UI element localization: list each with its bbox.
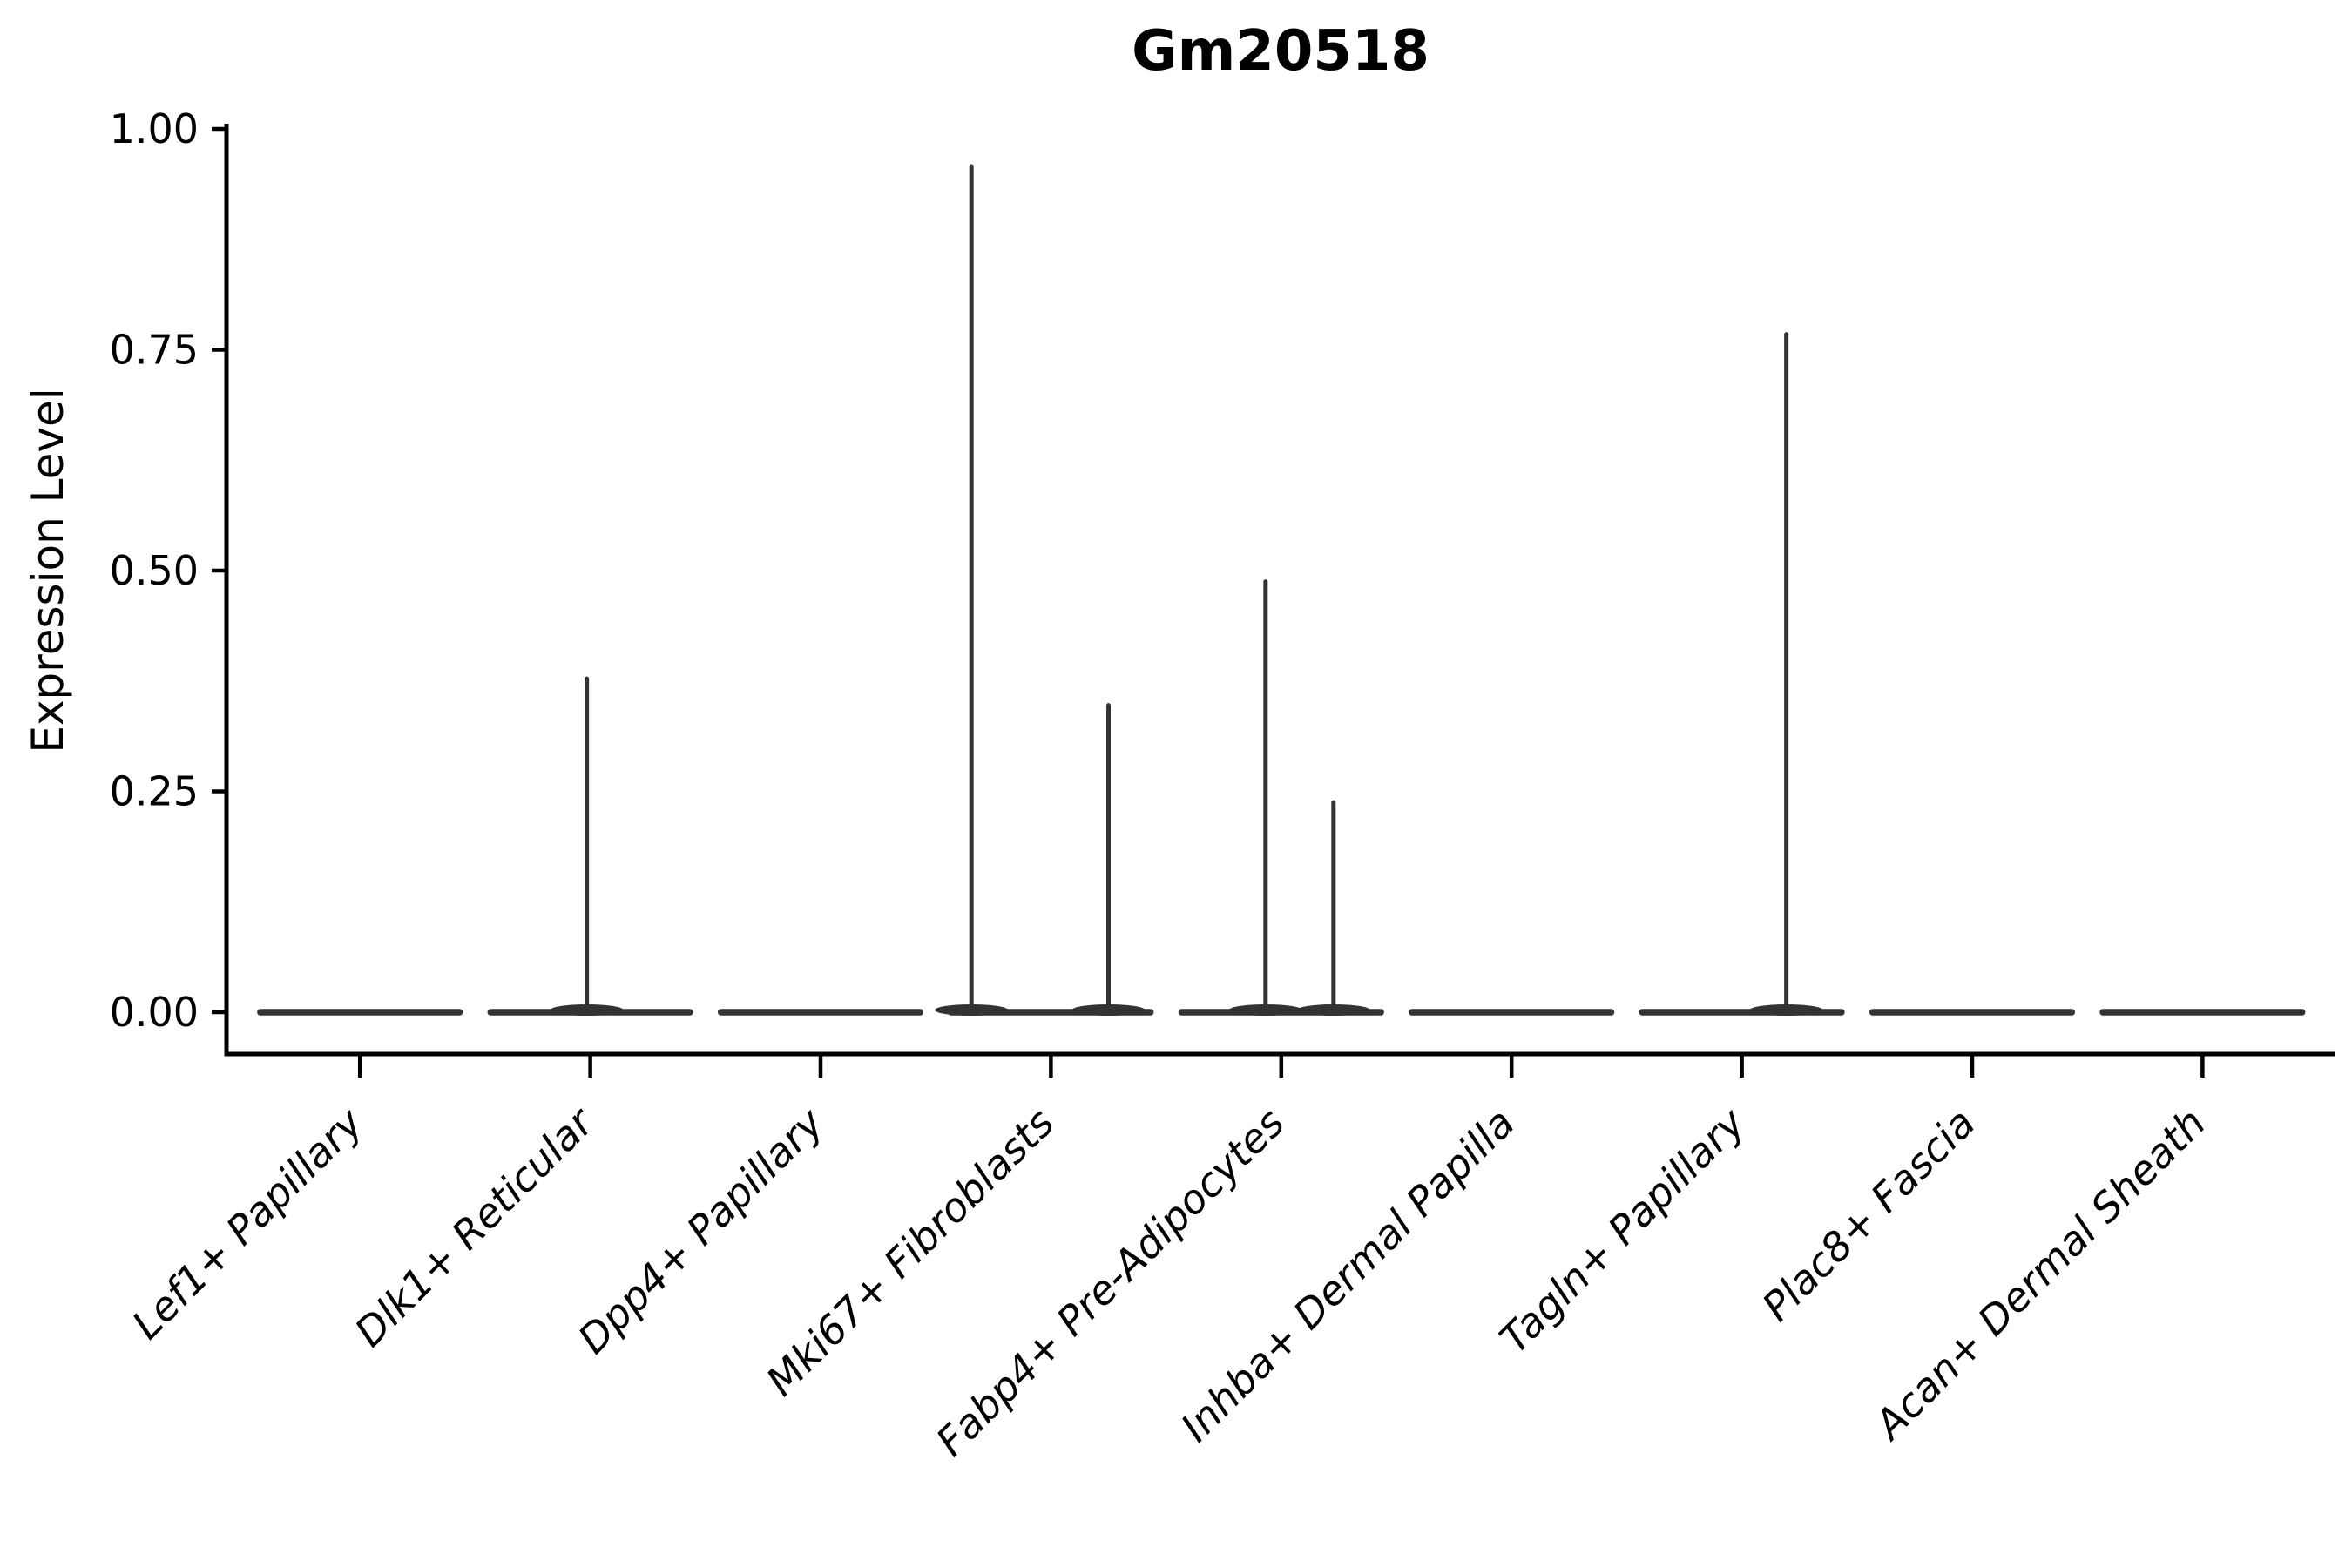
x-category-label: Lef1+ Papillary xyxy=(123,1098,372,1348)
y-tick-label: 0.00 xyxy=(110,989,199,1036)
violin-spike xyxy=(1784,332,1789,1013)
x-category-label: Dlk1+ Reticular xyxy=(346,1097,605,1355)
violin-body xyxy=(2099,1009,2306,1016)
violin-spike xyxy=(1106,703,1111,1012)
y-axis-title: Expression Level xyxy=(23,388,73,754)
violin-spike xyxy=(585,676,590,1012)
violin-body xyxy=(718,1009,923,1016)
x-category-label: Tagln+ Papillary xyxy=(1490,1098,1754,1362)
y-tick-label: 0.50 xyxy=(110,547,199,594)
violin-spike xyxy=(1331,800,1336,1012)
chart-title: Gm20518 xyxy=(1132,19,1429,84)
y-tick-label: 1.00 xyxy=(110,105,199,152)
x-category-label: Plac8+ Fascia xyxy=(1753,1099,1984,1330)
violin-body xyxy=(257,1009,463,1016)
violin-body xyxy=(1409,1009,1615,1016)
violin-spike xyxy=(969,164,974,1012)
violin-body xyxy=(1869,1009,2075,1016)
y-tick-label: 0.75 xyxy=(110,327,199,374)
violin-spike xyxy=(1263,579,1268,1012)
x-category-label: Dpp4+ Papillary xyxy=(569,1098,833,1362)
y-tick-label: 0.25 xyxy=(110,768,199,815)
